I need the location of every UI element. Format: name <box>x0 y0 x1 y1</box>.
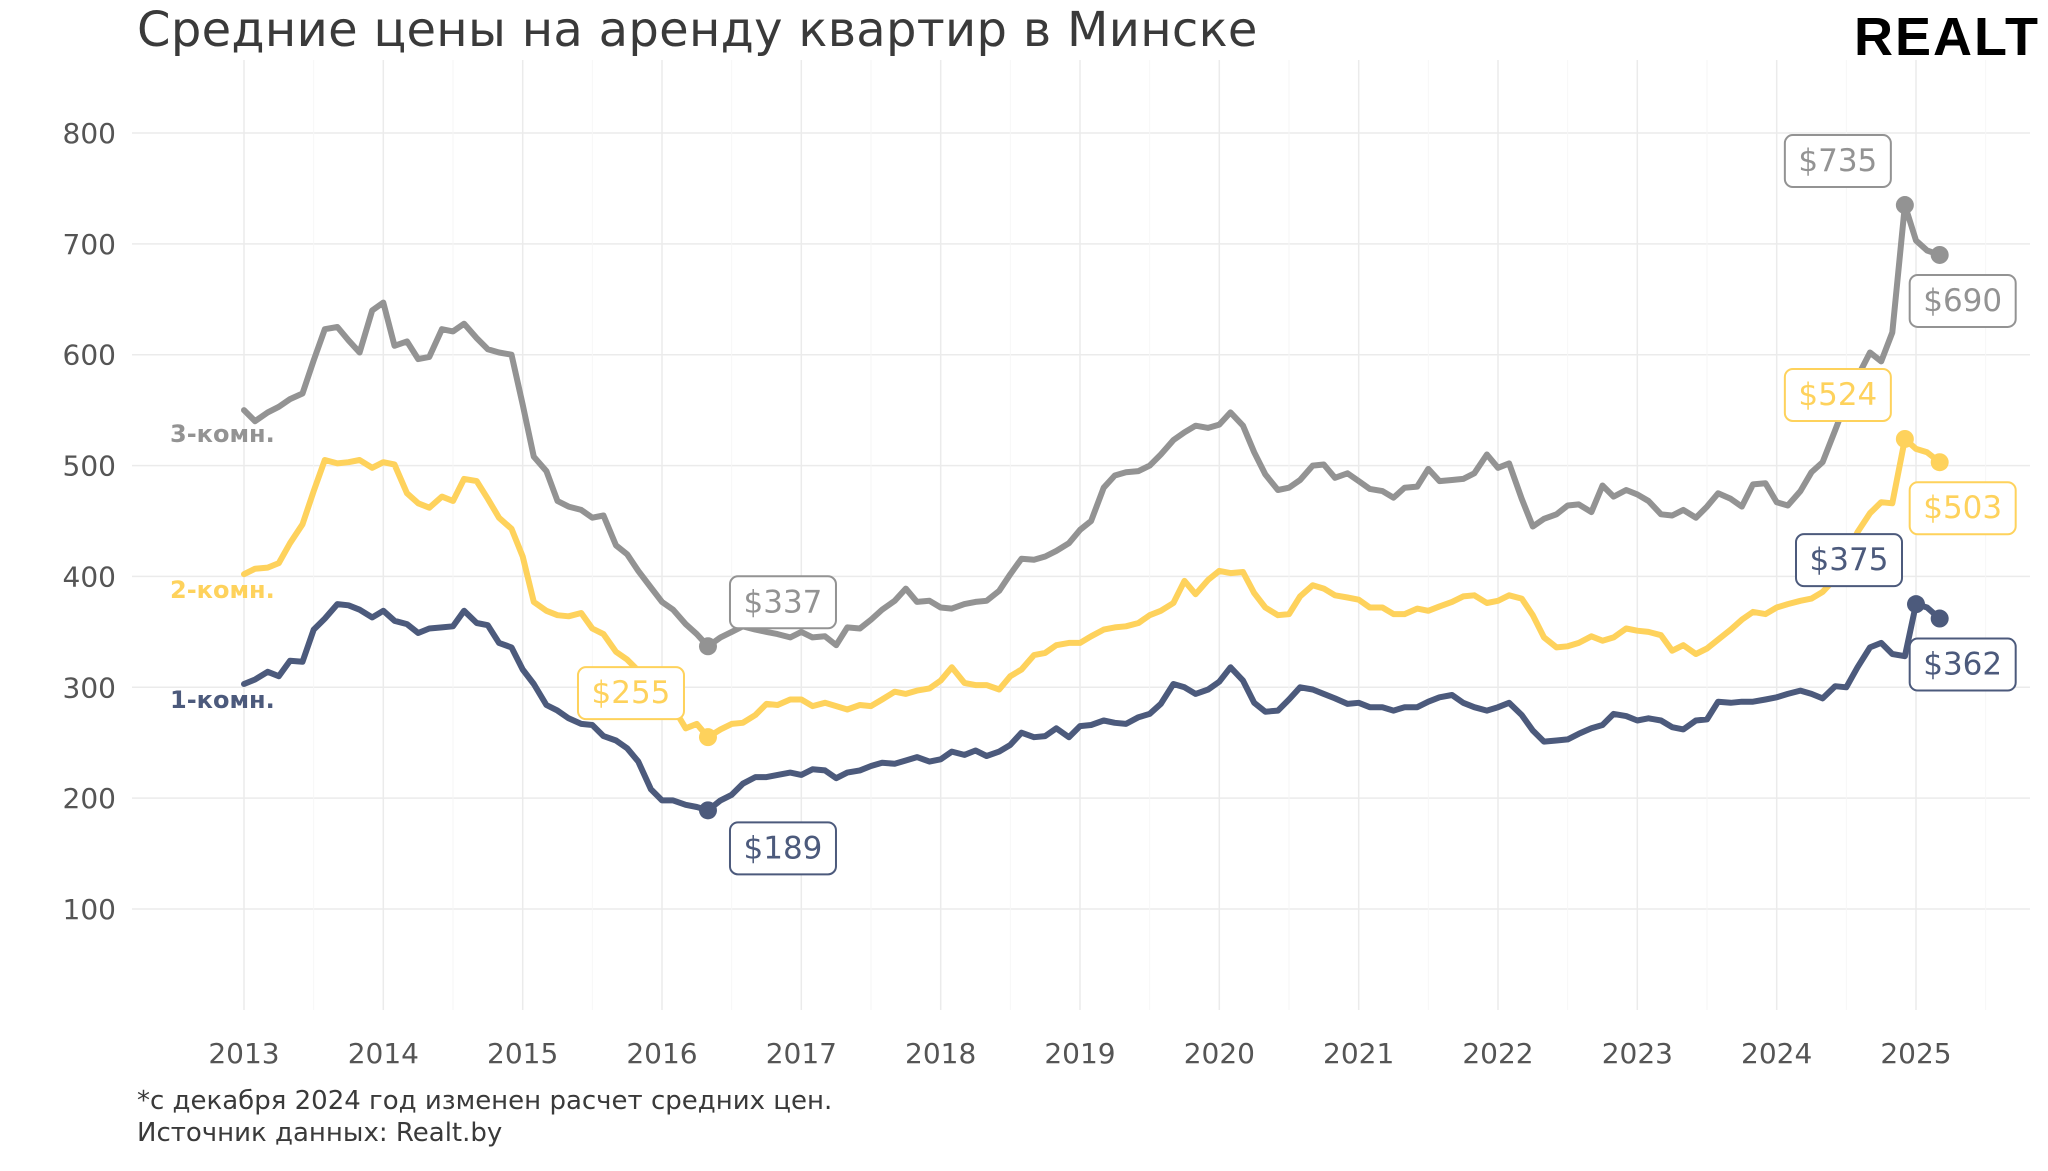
y-tick-label: 600 <box>63 339 116 372</box>
y-tick-label: 100 <box>63 893 116 926</box>
callout-box <box>576 666 685 721</box>
x-tick-label: 2025 <box>1880 1037 1951 1070</box>
y-tick-label: 800 <box>63 117 116 150</box>
callout-label: $189 <box>744 830 823 866</box>
callout-box <box>1908 637 2017 692</box>
y-tick-label: 200 <box>63 782 116 815</box>
callout-label: $337 <box>744 584 823 620</box>
y-axis-ticks: 100 200 300 400 500 600 700 800 <box>63 117 116 926</box>
data-point-marker <box>1907 595 1925 614</box>
series-labels: 3-комн. 2-комн. 1-комн. <box>170 420 275 714</box>
x-axis-ticks: 2013 2014 2015 2016 2017 2018 2019 2020 2021 2022… <box>208 1037 1951 1070</box>
callout-box <box>1783 367 1892 422</box>
x-tick-label: 2020 <box>1184 1037 1255 1070</box>
callout-label: $255 <box>592 675 671 711</box>
callout-box <box>728 575 837 630</box>
y-tick-label: 500 <box>63 450 116 483</box>
callout-label: $503 <box>1923 490 2002 526</box>
x-tick-label: 2022 <box>1462 1037 1533 1070</box>
series-label: 2-комн. <box>170 576 275 604</box>
x-tick-label: 2024 <box>1741 1037 1812 1070</box>
data-point-marker <box>1930 609 1949 628</box>
x-tick-label: 2023 <box>1602 1037 1673 1070</box>
series-line-2 <box>241 436 1943 741</box>
data-point-marker <box>1895 196 1914 215</box>
data-point-marker <box>698 728 717 747</box>
x-tick-label: 2017 <box>766 1037 837 1070</box>
data-point-marker <box>698 637 717 656</box>
data-point-marker <box>1895 429 1914 448</box>
grid-lines <box>132 60 2030 1010</box>
data-point-marker <box>698 801 717 820</box>
callout-box <box>1783 134 1892 189</box>
x-tick-label: 2018 <box>905 1037 976 1070</box>
x-tick-label: 2014 <box>348 1037 419 1070</box>
y-tick-label: 700 <box>63 228 116 261</box>
callout-box <box>728 821 837 876</box>
series-label: 3-комн. <box>170 420 275 448</box>
callout-label: $524 <box>1798 377 1877 413</box>
x-tick-label: 2019 <box>1044 1037 1115 1070</box>
x-tick-label: 2013 <box>208 1037 279 1070</box>
realt-logo: REALT <box>1854 7 2040 67</box>
callout-box <box>1795 533 1903 588</box>
value-callouts: $735 $690 $337 $524 $503 $255 $375 $362 $189 <box>576 134 2017 876</box>
y-tick-label: 400 <box>63 560 116 593</box>
callout-label: $375 <box>1810 542 1889 578</box>
data-point-marker <box>1930 453 1949 472</box>
y-tick-label: 300 <box>63 671 116 704</box>
callout-box <box>1908 481 2017 536</box>
x-tick-label: 2021 <box>1323 1037 1394 1070</box>
footnote: *с декабря 2024 год изменен расчет средн… <box>137 1086 833 1116</box>
callout-label: $690 <box>1923 283 2002 319</box>
x-tick-label: 2015 <box>487 1037 558 1070</box>
series-lines <box>241 202 1943 814</box>
callout-label: $735 <box>1798 143 1877 179</box>
data-point-marker <box>1930 245 1949 264</box>
callout-label: $362 <box>1923 647 2002 683</box>
chart-title: Средние цены на аренду квартир в Минске <box>137 2 1258 58</box>
data-source: Источник данных: Realt.by <box>137 1118 503 1148</box>
x-tick-label: 2016 <box>626 1037 697 1070</box>
callout-box <box>1908 273 2017 328</box>
series-label: 1-комн. <box>170 686 275 714</box>
series-line-3 <box>241 601 1943 814</box>
series-line-1 <box>241 202 1943 650</box>
